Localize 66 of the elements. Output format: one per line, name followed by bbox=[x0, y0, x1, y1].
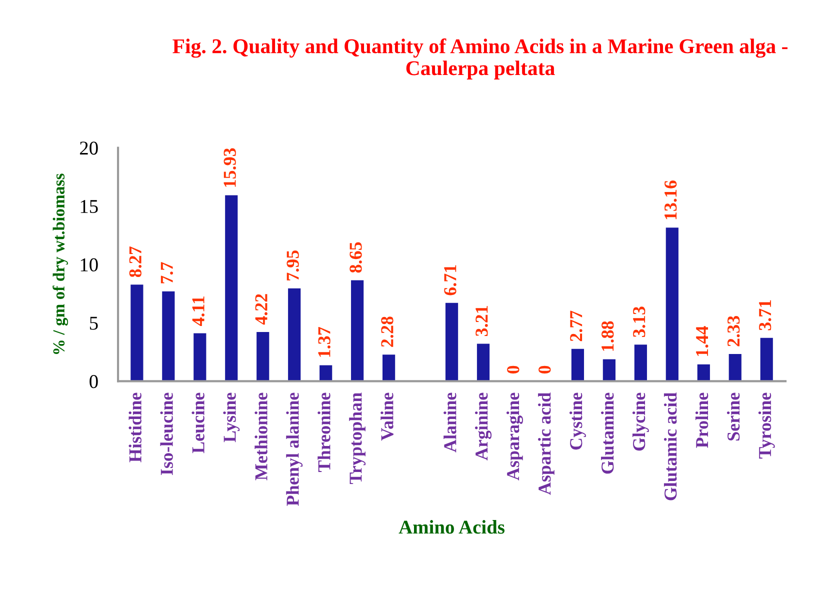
data-label: 2.77 bbox=[570, 310, 582, 342]
data-label: 8.65 bbox=[350, 242, 362, 273]
bar bbox=[728, 354, 742, 382]
data-label: 3.13 bbox=[633, 306, 646, 337]
bar bbox=[571, 348, 584, 382]
bar bbox=[351, 280, 364, 382]
bar bbox=[130, 284, 144, 382]
data-label: 6.71 bbox=[444, 265, 456, 296]
y-tick-label: 15 bbox=[80, 200, 98, 214]
x-tick-label: Alanine bbox=[444, 392, 456, 452]
data-label: 2.33 bbox=[728, 316, 740, 346]
bar bbox=[666, 228, 678, 382]
data-label: 1.37 bbox=[318, 327, 330, 357]
y-axis-title: % / gm of dry wt.biomass bbox=[52, 174, 68, 354]
bar bbox=[602, 359, 616, 382]
data-label: 15.93 bbox=[224, 148, 236, 187]
x-tick-label: Glutamine bbox=[601, 392, 614, 474]
bar bbox=[382, 354, 396, 382]
x-tick-label: Valine bbox=[380, 392, 394, 441]
bar bbox=[225, 195, 238, 382]
data-label: 2.28 bbox=[381, 316, 394, 347]
x-tick-label: Proline bbox=[695, 392, 708, 448]
data-label: 3.21 bbox=[476, 306, 488, 336]
y-tick-label: 0 bbox=[90, 375, 98, 388]
x-tick-label: Tyrosine bbox=[758, 392, 775, 459]
bar bbox=[634, 344, 647, 382]
data-label: 13.16 bbox=[664, 180, 677, 220]
data-label: 1.44 bbox=[696, 326, 708, 356]
bar bbox=[256, 332, 270, 382]
bar bbox=[162, 291, 175, 382]
y-tick-label: 10 bbox=[80, 258, 98, 272]
bar bbox=[320, 365, 332, 382]
x-tick-label: Histidine bbox=[128, 392, 142, 462]
data-label: 0 bbox=[538, 366, 551, 374]
x-tick-label: Glutamic acid bbox=[664, 392, 677, 500]
x-tick-label: Leucine bbox=[192, 392, 204, 454]
bar bbox=[697, 364, 710, 382]
chart-title: Fig. 2. Quality and Quantity of Amino Acids in a Marine Green alga - Caulerpa peltata bbox=[172, 38, 788, 80]
x-tick-label: Phenyl alanine bbox=[286, 392, 303, 506]
x-tick-label: Cystine bbox=[569, 392, 586, 450]
x-tick-label: Aspartic acid bbox=[538, 392, 554, 495]
data-label: 7.7 bbox=[160, 262, 174, 284]
x-tick-label: Methionine bbox=[254, 392, 268, 480]
x-tick-label: Threonine bbox=[318, 392, 330, 472]
x-axis-title: Amino Acids bbox=[398, 520, 505, 534]
data-label: 1.88 bbox=[602, 321, 614, 351]
y-tick-label: 5 bbox=[90, 316, 98, 330]
bar bbox=[288, 288, 301, 382]
data-label: 8.27 bbox=[129, 246, 142, 278]
x-tick-label: Serine bbox=[726, 392, 740, 440]
x-tick-label: Glycine bbox=[632, 392, 649, 451]
x-tick-label: Iso-leucine bbox=[160, 392, 173, 475]
bar bbox=[760, 338, 773, 382]
data-label: 0 bbox=[507, 366, 520, 374]
x-tick-label: Lysine bbox=[223, 392, 240, 442]
data-label: 4.11 bbox=[192, 296, 204, 326]
bar bbox=[476, 344, 490, 382]
x-tick-label: Tryptophan bbox=[349, 392, 366, 484]
bar bbox=[194, 333, 206, 382]
x-tick-label: Asparagine bbox=[506, 392, 523, 480]
data-label: 7.95 bbox=[286, 250, 299, 280]
data-label: 3.71 bbox=[759, 300, 772, 330]
x-tick-label: Arginine bbox=[474, 392, 492, 460]
y-tick-label: 20 bbox=[80, 142, 98, 155]
bar bbox=[445, 302, 458, 382]
data-label: 4.22 bbox=[255, 294, 268, 325]
